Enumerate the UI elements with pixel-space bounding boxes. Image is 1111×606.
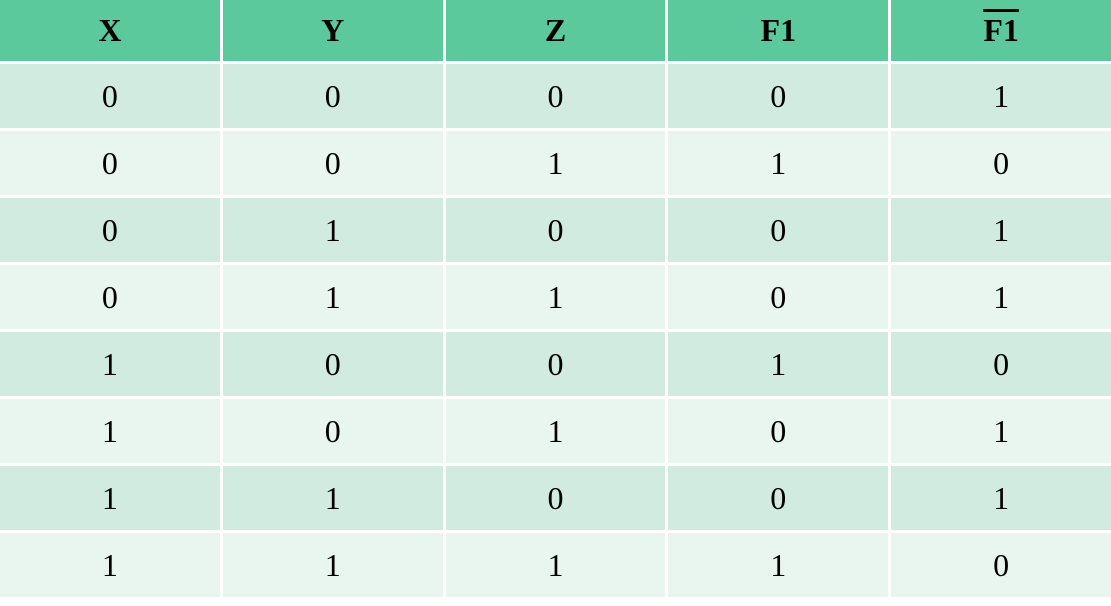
cell-f1-complement: 0 xyxy=(891,332,1111,396)
cell-z: 1 xyxy=(445,131,666,195)
table-row: 0 1 1 0 1 xyxy=(0,265,1111,329)
cell-z: 1 xyxy=(445,533,666,597)
f1-complement-label: F1 xyxy=(983,12,1019,48)
cell-f1-complement: 0 xyxy=(891,533,1111,597)
cell-f1: 0 xyxy=(668,466,889,530)
cell-z: 1 xyxy=(445,265,666,329)
cell-x: 1 xyxy=(0,466,220,530)
cell-z: 0 xyxy=(445,466,666,530)
table-row: 1 1 1 1 0 xyxy=(0,533,1111,597)
cell-f1-complement: 1 xyxy=(891,399,1111,463)
cell-f1: 0 xyxy=(668,399,889,463)
cell-y: 1 xyxy=(222,198,443,262)
cell-f1-complement: 1 xyxy=(891,198,1111,262)
cell-f1: 1 xyxy=(668,131,889,195)
cell-x: 1 xyxy=(0,332,220,396)
header-row: X Y Z F1 F1 xyxy=(0,0,1111,61)
cell-f1: 0 xyxy=(668,265,889,329)
cell-f1: 1 xyxy=(668,533,889,597)
cell-x: 1 xyxy=(0,399,220,463)
cell-z: 1 xyxy=(445,399,666,463)
cell-y: 0 xyxy=(222,64,443,128)
table-row: 0 0 0 0 1 xyxy=(0,64,1111,128)
cell-z: 0 xyxy=(445,332,666,396)
cell-x: 0 xyxy=(0,265,220,329)
cell-f1-complement: 1 xyxy=(891,466,1111,530)
cell-x: 0 xyxy=(0,131,220,195)
header-f1-complement: F1 xyxy=(891,0,1111,61)
table-row: 1 0 1 0 1 xyxy=(0,399,1111,463)
header-z: Z xyxy=(445,0,666,61)
cell-z: 0 xyxy=(445,64,666,128)
cell-y: 0 xyxy=(222,131,443,195)
table-row: 1 1 0 0 1 xyxy=(0,466,1111,530)
cell-f1-complement: 1 xyxy=(891,64,1111,128)
cell-f1-complement: 1 xyxy=(891,265,1111,329)
cell-f1: 1 xyxy=(668,332,889,396)
cell-y: 1 xyxy=(222,533,443,597)
table-row: 0 1 0 0 1 xyxy=(0,198,1111,262)
cell-x: 0 xyxy=(0,64,220,128)
cell-y: 1 xyxy=(222,265,443,329)
cell-y: 0 xyxy=(222,399,443,463)
table-row: 1 0 0 1 0 xyxy=(0,332,1111,396)
cell-f1-complement: 0 xyxy=(891,131,1111,195)
cell-x: 1 xyxy=(0,533,220,597)
cell-y: 0 xyxy=(222,332,443,396)
cell-f1: 0 xyxy=(668,198,889,262)
header-f1: F1 xyxy=(668,0,889,61)
cell-y: 1 xyxy=(222,466,443,530)
header-y: Y xyxy=(222,0,443,61)
cell-f1: 0 xyxy=(668,64,889,128)
table-row: 0 0 1 1 0 xyxy=(0,131,1111,195)
cell-z: 0 xyxy=(445,198,666,262)
cell-x: 0 xyxy=(0,198,220,262)
header-x: X xyxy=(0,0,220,61)
